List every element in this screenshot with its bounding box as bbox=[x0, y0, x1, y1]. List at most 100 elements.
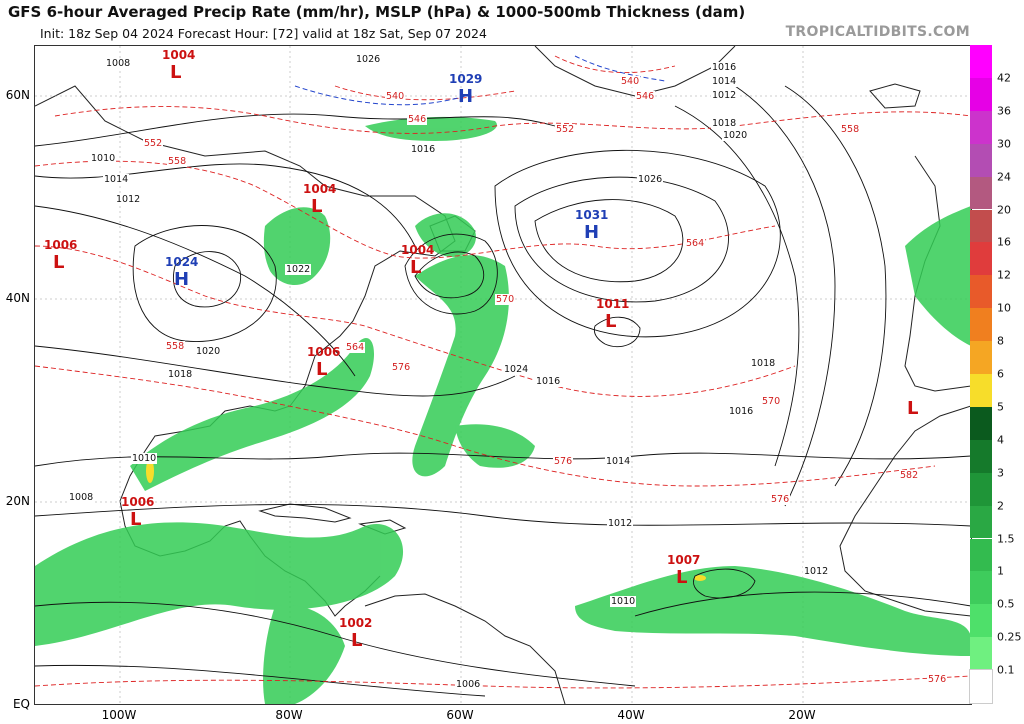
lon-label: 100W bbox=[101, 708, 137, 722]
colorbar-tick-label: 36 bbox=[997, 104, 1011, 118]
pressure-letter: H bbox=[174, 269, 190, 290]
thickness-label: 540 bbox=[385, 91, 406, 102]
isobar-label: 1014 bbox=[605, 456, 632, 467]
pressure-letter: H bbox=[584, 222, 600, 243]
pressure-letter: H bbox=[458, 86, 474, 107]
colorbar-swatch bbox=[970, 176, 992, 210]
pressure-letter: L bbox=[351, 630, 363, 651]
map-title: GFS 6-hour Averaged Precip Rate (mm/hr),… bbox=[8, 3, 746, 21]
isobar-label: 1020 bbox=[195, 346, 222, 357]
isobar-label: 1024 bbox=[503, 364, 530, 375]
thickness-label: 576 bbox=[770, 494, 791, 505]
precip-western-europe bbox=[905, 206, 971, 346]
pressure-value: 1011 bbox=[596, 297, 630, 311]
isobar-label: 1016 bbox=[711, 62, 738, 73]
pressure-letter: L bbox=[410, 257, 422, 278]
isobar-label: 1018 bbox=[750, 358, 777, 369]
colorbar-tick-label: 0.5 bbox=[997, 597, 1015, 611]
precip-gulf-band bbox=[130, 337, 375, 491]
pressure-value: 1031 bbox=[575, 208, 609, 222]
iceland-island bbox=[869, 83, 921, 109]
isobar-label: 1026 bbox=[355, 54, 382, 65]
isobar-label: 1016 bbox=[410, 144, 437, 155]
colorbar-tick-label: 24 bbox=[997, 170, 1011, 184]
lon-label: 80W bbox=[275, 708, 303, 722]
colorbar-swatch bbox=[969, 669, 993, 704]
colorbar-tick-label: 0.25 bbox=[997, 630, 1022, 644]
low-pressure-system: 1006 L bbox=[121, 495, 154, 530]
colorbar-tick-label: 6 bbox=[997, 367, 1004, 381]
pressure-value: 1006 bbox=[121, 495, 155, 509]
pressure-letter: L bbox=[676, 567, 688, 588]
greenland-coast bbox=[534, 46, 736, 97]
isobar-label: 1008 bbox=[68, 492, 95, 503]
thickness-label: 558 bbox=[165, 341, 186, 352]
lon-label: 20W bbox=[788, 708, 816, 722]
isobar-label: 1008 bbox=[105, 58, 132, 69]
colorbar-swatch bbox=[970, 538, 992, 572]
colorbar-tick-label: 2 bbox=[997, 499, 1004, 513]
pressure-value: 1002 bbox=[339, 616, 373, 630]
low-pressure-system: 1007 L bbox=[667, 553, 700, 588]
precip-south-america bbox=[263, 605, 345, 704]
colorbar-tick-label: 30 bbox=[997, 137, 1011, 151]
colorbar-swatch bbox=[970, 209, 992, 243]
colorbar-swatch bbox=[970, 406, 992, 440]
weather-map[interactable]: 1004 L 1029 H 1004 L 1006 L 1024 H 1004 … bbox=[34, 45, 972, 705]
low-pressure-system: 1004 L bbox=[162, 48, 195, 83]
thickness-label: 558 bbox=[840, 124, 861, 135]
colorbar-tick-label: 0.1 bbox=[997, 663, 1015, 677]
colorbar-swatch bbox=[970, 110, 992, 144]
cuba-island bbox=[258, 503, 352, 523]
colorbar-swatch bbox=[970, 77, 992, 111]
colorbar-swatch bbox=[970, 604, 992, 638]
init-line: Init: 18z Sep 04 2024 Forecast Hour: [72… bbox=[40, 26, 487, 41]
isobar-label: 1016 bbox=[728, 406, 755, 417]
low-pressure-system: L bbox=[907, 398, 918, 419]
thickness-label: 552 bbox=[555, 124, 576, 135]
colorbar-swatch bbox=[970, 45, 992, 78]
lat-label: 60N bbox=[5, 88, 30, 102]
low-pressure-system: 1002 L bbox=[339, 616, 372, 651]
isobar-label: 1012 bbox=[607, 518, 634, 529]
thickness-label: 546 bbox=[407, 114, 428, 125]
colorbar-tick-label: 3 bbox=[997, 466, 1004, 480]
colorbar-tick-label: 8 bbox=[997, 334, 1004, 348]
precip-heavy-cell-itcz bbox=[694, 575, 706, 581]
isobar-label: 1010 bbox=[610, 596, 637, 607]
colorbar-swatch bbox=[970, 637, 992, 671]
isobar-label: 1006 bbox=[455, 679, 482, 690]
thickness-label: 558 bbox=[167, 156, 188, 167]
thickness-label: 546 bbox=[635, 91, 656, 102]
thickness-label: 570 bbox=[495, 294, 516, 305]
pressure-value: 1004 bbox=[162, 48, 196, 62]
thickness-label: 540 bbox=[620, 76, 641, 87]
brand-watermark: TROPICALTIDBITS.COM bbox=[785, 24, 970, 40]
pressure-value: 1029 bbox=[449, 72, 483, 86]
precip-heavy-cell-gulf bbox=[146, 459, 154, 483]
isobar-label: 1018 bbox=[711, 118, 738, 129]
precip-caribbean-band bbox=[35, 522, 404, 646]
pressure-value: 1004 bbox=[303, 182, 337, 196]
thickness-label: 564 bbox=[685, 238, 706, 249]
colorbar-swatch bbox=[970, 143, 992, 177]
isobar-label: 1016 bbox=[535, 376, 562, 387]
lat-label: EQ bbox=[12, 697, 30, 711]
colorbar-tick-label: 1 bbox=[997, 564, 1004, 578]
precip-northeast-us bbox=[263, 207, 331, 286]
colorbar-swatch bbox=[970, 341, 992, 374]
precip-labrador-sea bbox=[365, 116, 497, 141]
isobar-label: 1014 bbox=[711, 76, 738, 87]
colorbar-tick-label: 42 bbox=[997, 71, 1011, 85]
isobar-label: 1014 bbox=[103, 174, 130, 185]
high-pressure-system: 1029 H bbox=[449, 72, 482, 107]
pressure-letter: L bbox=[170, 62, 182, 83]
colorbar-tick-label: 10 bbox=[997, 301, 1011, 315]
high-pressure-system: 1031 H bbox=[575, 208, 608, 243]
thickness-label: 576 bbox=[553, 456, 574, 467]
colorbar-tick-label: 1.5 bbox=[997, 532, 1015, 545]
lat-label: 40N bbox=[5, 291, 30, 305]
low-pressure-system: 1011 L bbox=[596, 297, 629, 332]
isobar-label: 1012 bbox=[803, 566, 830, 577]
high-pressure-system: 1024 H bbox=[165, 255, 198, 290]
